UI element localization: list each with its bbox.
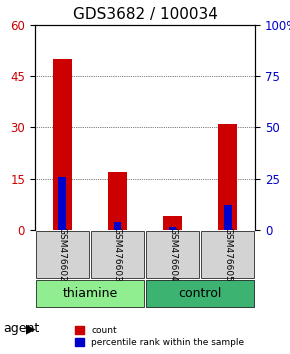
- Bar: [59, 177, 66, 230]
- Text: GSM476603: GSM476603: [113, 227, 122, 282]
- Bar: [108, 172, 127, 230]
- FancyBboxPatch shape: [146, 280, 254, 307]
- FancyBboxPatch shape: [201, 231, 254, 278]
- Bar: [224, 205, 231, 230]
- Bar: [163, 216, 182, 230]
- Text: agent: agent: [3, 322, 39, 335]
- Text: thiamine: thiamine: [62, 287, 117, 300]
- FancyBboxPatch shape: [36, 280, 144, 307]
- FancyBboxPatch shape: [91, 231, 144, 278]
- Bar: [53, 59, 72, 230]
- Legend: count, percentile rank within the sample: count, percentile rank within the sample: [72, 323, 247, 349]
- Text: GSM476602: GSM476602: [58, 227, 67, 282]
- Bar: [218, 124, 237, 230]
- Bar: [169, 227, 176, 230]
- Text: GSM476604: GSM476604: [168, 227, 177, 282]
- Text: control: control: [178, 287, 222, 300]
- FancyBboxPatch shape: [146, 231, 199, 278]
- Bar: [114, 222, 121, 230]
- FancyBboxPatch shape: [36, 231, 89, 278]
- Text: GSM476605: GSM476605: [223, 227, 232, 282]
- Text: ▶: ▶: [26, 322, 36, 335]
- Title: GDS3682 / 100034: GDS3682 / 100034: [72, 7, 218, 22]
